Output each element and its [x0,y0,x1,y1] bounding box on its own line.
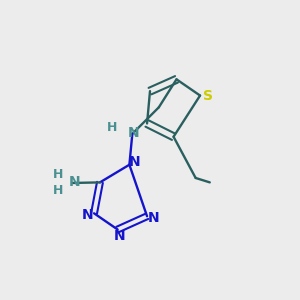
Text: N: N [148,211,159,225]
Text: H: H [107,122,118,134]
Text: S: S [203,88,213,103]
Text: H: H [53,168,63,181]
Text: N: N [129,155,140,170]
Text: N: N [69,175,81,188]
Text: N: N [82,208,93,222]
Text: N: N [113,229,125,243]
Text: H: H [53,184,63,197]
Text: N: N [128,126,140,140]
